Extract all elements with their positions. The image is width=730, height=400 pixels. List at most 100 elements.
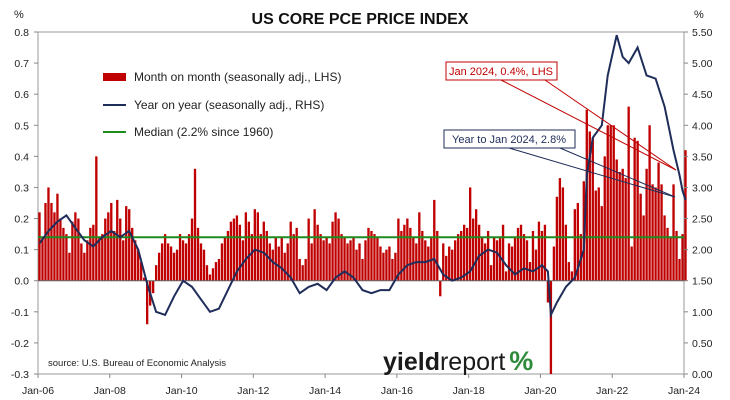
mom-bar bbox=[65, 234, 68, 281]
mom-bar bbox=[134, 240, 137, 281]
mom-bar bbox=[498, 237, 502, 281]
mom-bar bbox=[403, 224, 406, 281]
mom-bar bbox=[489, 265, 493, 281]
mom-bar bbox=[337, 218, 340, 281]
mom-bar bbox=[104, 218, 107, 281]
mom-bar bbox=[232, 218, 236, 281]
mom-bar bbox=[334, 212, 337, 281]
mom-bar bbox=[603, 156, 606, 281]
mom-bar bbox=[510, 246, 514, 281]
mom-bar bbox=[516, 227, 520, 281]
legend-label-median: Median (2.2% since 1960) bbox=[134, 125, 273, 139]
mom-bar bbox=[618, 171, 621, 281]
mom-bar bbox=[436, 230, 439, 281]
mom-bar bbox=[651, 184, 654, 281]
mom-bar bbox=[229, 221, 233, 281]
mom-bar bbox=[187, 234, 191, 281]
mom-bar bbox=[202, 249, 206, 281]
mom-bar bbox=[474, 209, 478, 281]
mom-bar bbox=[642, 215, 645, 281]
mom-bar bbox=[262, 221, 265, 281]
mom-bar bbox=[107, 212, 110, 281]
mom-bar bbox=[433, 199, 436, 281]
x-tick-label: Jan-20 bbox=[524, 385, 556, 397]
mom-bar bbox=[253, 209, 256, 281]
left-tick-label: 0.6 bbox=[14, 89, 29, 101]
right-axis-ticks: 0.00 0.50 1.00 1.50 2.00 2.50 3.00 3.50 4.00 4.50… bbox=[684, 27, 713, 381]
mom-bar bbox=[307, 218, 310, 281]
right-tick-label: 0.50 bbox=[692, 338, 713, 350]
mom-bar bbox=[289, 221, 292, 281]
mom-bar bbox=[445, 255, 448, 281]
mom-bar bbox=[615, 159, 618, 281]
mom-bar bbox=[277, 246, 280, 281]
mom-bar bbox=[376, 237, 379, 281]
mom-bar bbox=[214, 262, 218, 281]
mom-bar bbox=[540, 230, 544, 281]
annotation-yoy-label: Year to Jan 2024, 2.8% bbox=[452, 134, 566, 146]
mom-bar bbox=[169, 246, 173, 281]
mom-bar bbox=[504, 271, 508, 281]
mom-bar bbox=[666, 227, 669, 281]
mom-bar bbox=[328, 243, 331, 281]
right-tick-label: 5.00 bbox=[692, 58, 713, 70]
mom-bar bbox=[178, 234, 182, 281]
x-tick-label: Jan-22 bbox=[596, 385, 628, 397]
mom-bar bbox=[184, 243, 188, 281]
annotation-mom-label: Jan 2024, 0.4%, LHS bbox=[449, 66, 553, 78]
mom-bar bbox=[128, 209, 131, 281]
mom-bar bbox=[370, 230, 373, 281]
brand-logo: yieldreport% bbox=[383, 346, 533, 376]
mom-bar bbox=[331, 221, 334, 281]
right-tick-label: 2.00 bbox=[692, 245, 713, 257]
mom-bar bbox=[295, 227, 298, 281]
mom-bar bbox=[259, 234, 262, 281]
mom-bar bbox=[492, 237, 496, 281]
mom-bar bbox=[292, 234, 295, 281]
mom-bar bbox=[193, 168, 197, 281]
mom-bar bbox=[394, 252, 397, 281]
mom-bar bbox=[678, 258, 681, 281]
annotation-mom-leader-2 bbox=[544, 79, 677, 171]
mom-bar bbox=[558, 178, 562, 281]
mom-bar bbox=[110, 203, 113, 281]
mom-bar bbox=[41, 237, 44, 281]
mom-bar bbox=[421, 230, 424, 281]
mom-bar bbox=[412, 237, 415, 281]
left-tick-label: 0.0 bbox=[14, 276, 29, 288]
mom-bar bbox=[543, 224, 547, 281]
mom-bar bbox=[564, 224, 568, 281]
mom-bar bbox=[77, 218, 80, 281]
mom-bar bbox=[154, 265, 158, 281]
brand-logo-symbol: % bbox=[509, 346, 533, 376]
mom-bar bbox=[175, 249, 179, 281]
mom-bar bbox=[531, 230, 535, 281]
right-tick-label: 5.50 bbox=[692, 27, 713, 39]
mom-bar bbox=[567, 262, 571, 281]
mom-bar bbox=[226, 230, 230, 281]
mom-bar bbox=[534, 249, 538, 281]
mom-bar bbox=[483, 243, 487, 281]
x-tick-label: Jan-14 bbox=[309, 385, 341, 397]
mom-bar bbox=[600, 206, 603, 281]
mom-bar bbox=[59, 218, 62, 281]
mom-bar bbox=[80, 243, 83, 281]
brand-logo-part1: yield bbox=[383, 348, 440, 376]
mom-bar bbox=[427, 246, 430, 281]
mom-bar bbox=[89, 227, 92, 281]
brand-logo-part2: report bbox=[440, 348, 505, 376]
mom-bar bbox=[684, 150, 687, 281]
mom-bar bbox=[131, 227, 134, 281]
mom-bar bbox=[86, 240, 89, 281]
mom-bar bbox=[430, 237, 433, 281]
left-tick-label: 0.1 bbox=[14, 245, 29, 257]
mom-bar bbox=[322, 240, 325, 281]
mom-bar bbox=[525, 240, 529, 281]
mom-bar bbox=[573, 209, 576, 281]
annotation-yoy-leader-2 bbox=[559, 147, 676, 198]
legend-label-mom: Month on month (seasonally adj., LHS) bbox=[134, 70, 341, 84]
mom-bar bbox=[522, 234, 526, 281]
mom-bar bbox=[609, 125, 612, 281]
right-tick-label: 3.00 bbox=[692, 182, 713, 194]
